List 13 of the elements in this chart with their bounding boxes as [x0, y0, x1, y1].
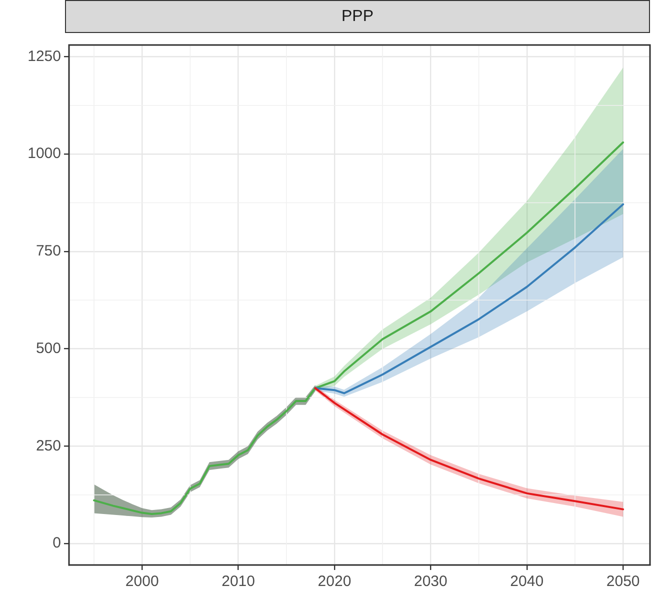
y-tick-label: 500	[36, 340, 61, 357]
x-tick-label: 2010	[222, 573, 255, 590]
x-tick-label: 2020	[318, 573, 352, 590]
x-tick-label: 2000	[125, 573, 159, 590]
x-tick-label: 2030	[414, 573, 448, 590]
y-tick-label: 1000	[28, 145, 61, 162]
y-tick-label: 750	[36, 242, 61, 260]
y-tick-label: 250	[36, 437, 61, 454]
x-tick-label: 2040	[510, 573, 544, 590]
y-tick-label: 1250	[28, 48, 61, 65]
x-tick-label: 2050	[606, 573, 640, 590]
y-tick-label: 0	[52, 534, 61, 552]
chart-title: PPP	[65, 0, 650, 33]
